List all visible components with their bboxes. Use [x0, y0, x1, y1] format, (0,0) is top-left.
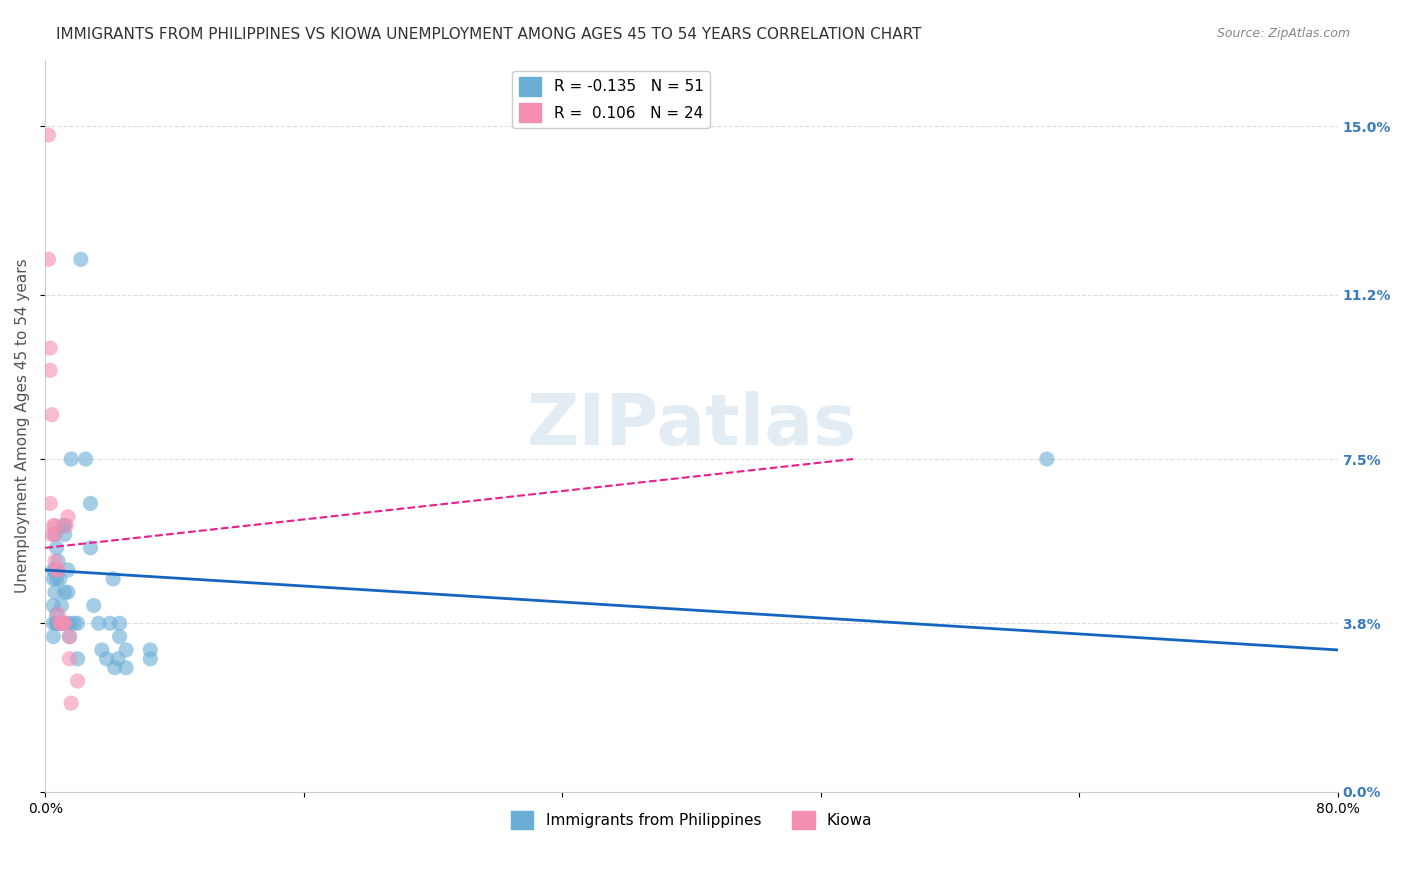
Point — [51, 616, 73, 631]
Point — [58, 630, 80, 644]
Point — [115, 643, 138, 657]
Point — [107, 652, 129, 666]
Point — [45, 616, 67, 631]
Point — [44, 563, 66, 577]
Point — [60, 696, 83, 710]
Legend: Immigrants from Philippines, Kiowa: Immigrants from Philippines, Kiowa — [505, 805, 879, 836]
Point — [69, 252, 91, 267]
Point — [66, 673, 89, 688]
Point — [49, 616, 72, 631]
Point — [53, 527, 76, 541]
Point — [66, 616, 89, 631]
Point — [45, 541, 67, 555]
Point — [44, 527, 66, 541]
Point — [38, 128, 60, 142]
Point — [115, 661, 138, 675]
Point — [56, 563, 79, 577]
Point — [58, 616, 80, 631]
Point — [108, 630, 131, 644]
Point — [90, 643, 112, 657]
Point — [42, 599, 65, 613]
Point — [108, 616, 131, 631]
Point — [44, 585, 66, 599]
Point — [104, 661, 127, 675]
Point — [53, 585, 76, 599]
Point — [55, 518, 77, 533]
Point — [87, 616, 110, 631]
Point — [44, 518, 66, 533]
Point — [42, 616, 65, 631]
Point — [139, 652, 162, 666]
Point — [42, 518, 65, 533]
Point — [53, 518, 76, 533]
Text: Source: ZipAtlas.com: Source: ZipAtlas.com — [1216, 27, 1350, 40]
Point — [39, 341, 62, 355]
Point — [58, 630, 80, 644]
Point — [139, 643, 162, 657]
Point — [39, 496, 62, 510]
Point — [45, 572, 67, 586]
Point — [41, 408, 63, 422]
Point — [52, 616, 75, 631]
Point — [45, 607, 67, 622]
Point — [46, 607, 69, 622]
Point — [51, 599, 73, 613]
Point — [56, 585, 79, 599]
Point — [1036, 452, 1059, 467]
Point — [44, 527, 66, 541]
Point — [58, 652, 80, 666]
Point — [49, 616, 72, 631]
Point — [96, 652, 118, 666]
Point — [83, 599, 105, 613]
Point — [42, 572, 65, 586]
Text: ZIPatlas: ZIPatlas — [526, 392, 856, 460]
Point — [75, 452, 97, 467]
Y-axis label: Unemployment Among Ages 45 to 54 years: Unemployment Among Ages 45 to 54 years — [15, 259, 30, 593]
Point — [66, 652, 89, 666]
Point — [44, 554, 66, 568]
Point — [42, 563, 65, 577]
Point — [55, 616, 77, 631]
Point — [52, 518, 75, 533]
Point — [46, 563, 69, 577]
Point — [46, 554, 69, 568]
Point — [63, 616, 86, 631]
Point — [60, 452, 83, 467]
Point — [49, 572, 72, 586]
Point — [56, 509, 79, 524]
Point — [46, 616, 69, 631]
Point — [41, 527, 63, 541]
Point — [79, 541, 101, 555]
Point — [98, 616, 121, 631]
Point — [79, 496, 101, 510]
Text: IMMIGRANTS FROM PHILIPPINES VS KIOWA UNEMPLOYMENT AMONG AGES 45 TO 54 YEARS CORR: IMMIGRANTS FROM PHILIPPINES VS KIOWA UNE… — [56, 27, 922, 42]
Point — [38, 252, 60, 267]
Point — [39, 363, 62, 377]
Point — [53, 616, 76, 631]
Point — [51, 616, 73, 631]
Point — [101, 572, 124, 586]
Point — [45, 616, 67, 631]
Point — [42, 630, 65, 644]
Point — [45, 563, 67, 577]
